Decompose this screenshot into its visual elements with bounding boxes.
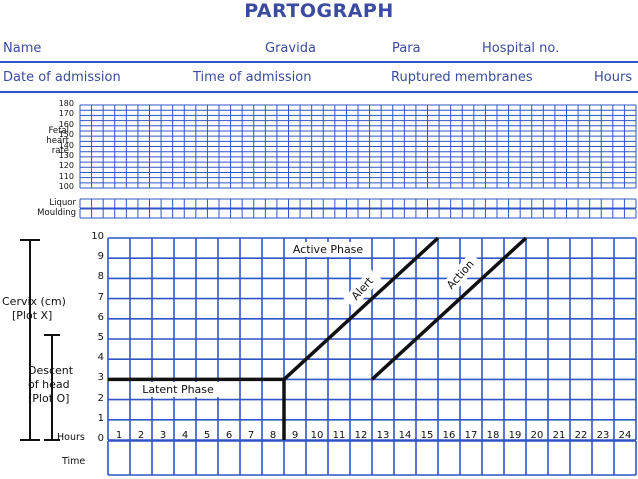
cervix-tick-label: 3 xyxy=(97,372,104,384)
latent-phase-label-group: Latent Phase xyxy=(135,382,221,397)
fhr-tick-label: 180 xyxy=(58,99,74,108)
header-divider-2 xyxy=(0,91,638,93)
descent-label-line2: of head xyxy=(28,378,70,391)
cervix-grid xyxy=(107,237,637,441)
descent-label-line1: Descent xyxy=(28,364,74,377)
fhr-tick-label: 170 xyxy=(58,109,74,119)
cervix-label-line1: Cervix (cm) xyxy=(2,295,66,308)
fhr-tick-label: 140 xyxy=(58,140,74,150)
time-row-label: Time xyxy=(62,456,86,467)
fhr-label: Fetal heart rate xyxy=(20,126,69,156)
cervix-label: Cervix (cm) [Plot X] xyxy=(2,295,66,323)
hour-tick-label: 6 xyxy=(226,430,232,441)
page-title: PARTOGRAPH xyxy=(244,0,394,22)
para-label: Para xyxy=(392,41,421,56)
action-line xyxy=(370,236,528,381)
cervix-tick-label: 0 xyxy=(97,433,104,444)
hour-tick-label: 9 xyxy=(292,430,298,441)
fhr-tick-label: 120 xyxy=(58,161,74,171)
hour-tick-label: 13 xyxy=(377,430,390,441)
moulding-grid xyxy=(79,208,637,219)
latent-phase-label: Latent Phase xyxy=(142,383,214,396)
cervix-tick-label: 6 xyxy=(97,311,104,323)
descent-label: Descent of head [Plot O] xyxy=(28,364,73,406)
alert-label-bg xyxy=(343,268,382,309)
alert-label-group: Alert xyxy=(343,268,382,309)
fhr-tick-label: 110 xyxy=(58,171,74,181)
active-phase-label: Active Phase xyxy=(293,243,364,256)
hour-tick-label: 12 xyxy=(355,430,368,441)
active-phase-label-group: Active Phase xyxy=(285,242,371,257)
descent-label-line3: [Plot O] xyxy=(28,392,70,405)
hour-tick-label: 15 xyxy=(421,430,434,441)
hour-tick-label: 10 xyxy=(311,430,324,441)
cervix-tick-label: 4 xyxy=(97,352,104,364)
hour-tick-label: 5 xyxy=(204,430,210,441)
fhr-tick-label: 150 xyxy=(58,130,74,140)
hours-label: Hours xyxy=(594,70,633,85)
hour-tick-label: 16 xyxy=(443,430,456,441)
active-phase-label-bg xyxy=(285,242,371,257)
hour-tick-label: 7 xyxy=(248,430,254,441)
name-label: Name xyxy=(3,41,42,56)
hour-tick-label: 19 xyxy=(509,430,522,441)
time-grid xyxy=(107,440,637,476)
cervix-tick-label: 7 xyxy=(97,291,104,303)
hour-tick-label: 21 xyxy=(553,430,566,441)
fhr-label-line1: Fetal xyxy=(48,126,69,136)
fhr-tick-label: 100 xyxy=(58,182,74,191)
alert-line xyxy=(282,236,440,381)
hour-tick-label: 18 xyxy=(487,430,500,441)
cervix-tick-label: 9 xyxy=(97,251,104,263)
fhr-label-line2: heart xyxy=(46,136,69,146)
cervix-label-line2: [Plot X] xyxy=(12,309,53,322)
liquor-grid xyxy=(79,198,637,209)
header-divider-1 xyxy=(0,61,638,63)
hour-tick-label: 2 xyxy=(138,430,144,441)
cervix-tick-label: 2 xyxy=(97,392,104,404)
hours-axis-label: Hours xyxy=(57,432,85,443)
time-of-admission-label: Time of admission xyxy=(193,70,312,85)
hospital-no-label: Hospital no. xyxy=(482,41,560,56)
fhr-tick-label: 160 xyxy=(58,119,74,129)
liquor-moulding-label: Liquor Moulding xyxy=(20,198,76,218)
cervix-tick-label: 8 xyxy=(97,271,104,283)
hour-tick-label: 20 xyxy=(531,430,544,441)
gravida-label: Gravida xyxy=(265,41,316,56)
latent-phase-label-bg xyxy=(135,382,221,397)
hour-tick-label: 1 xyxy=(116,430,122,441)
hour-tick-label: 23 xyxy=(597,430,610,441)
date-of-admission-label: Date of admission xyxy=(3,70,121,85)
hour-tick-label: 11 xyxy=(333,430,346,441)
fhr-label-line3: rate xyxy=(51,146,69,156)
hour-tick-label: 22 xyxy=(575,430,588,441)
cervix-tick-label: 5 xyxy=(97,332,104,343)
ruptured-membranes-label: Ruptured membranes xyxy=(391,70,533,85)
cervix-tick-label: 10 xyxy=(91,231,104,242)
cervix-tick-label: 1 xyxy=(97,412,104,424)
hour-tick-label: 24 xyxy=(619,430,632,441)
fhr-grid xyxy=(79,104,637,189)
hour-tick-label: 8 xyxy=(270,430,276,441)
moulding-label: Moulding xyxy=(37,208,76,218)
liquor-label: Liquor xyxy=(49,198,76,208)
fhr-tick-label: 130 xyxy=(58,150,74,160)
hour-tick-label: 3 xyxy=(160,430,166,441)
hour-tick-label: 4 xyxy=(182,430,188,441)
hour-tick-label: 14 xyxy=(399,430,412,441)
hour-tick-label: 17 xyxy=(465,430,478,441)
action-label-bg xyxy=(439,252,482,297)
